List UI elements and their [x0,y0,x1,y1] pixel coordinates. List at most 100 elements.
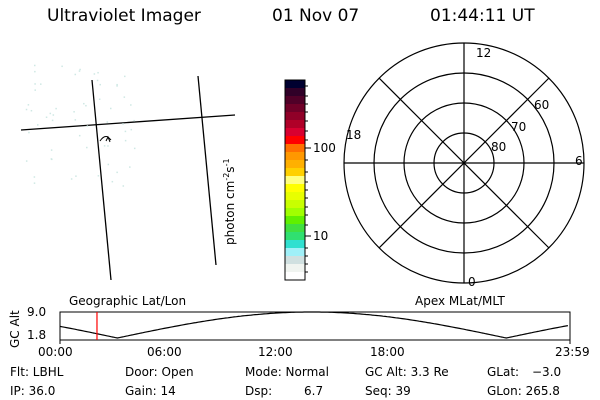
altitude-curve [59,311,569,339]
speckle [111,180,114,183]
colorbar-label-sup: -1 [222,158,231,167]
speckle [86,125,89,127]
speckle [99,83,101,86]
speckle [97,71,99,74]
speckle [70,178,73,180]
colorbar-band [285,264,305,273]
colorbar-tick-100: 100 [313,141,336,155]
geographic-label: Geographic Lat/Lon [69,294,187,308]
speckle [124,130,127,133]
speckle [133,147,136,150]
speckle [110,107,112,110]
glon-value: GLon: 265.8 [487,384,560,398]
speckle [25,108,28,111]
speckle [96,79,99,82]
colorbar-band [285,200,305,209]
speckle [129,166,131,168]
speckle [74,119,77,121]
colorbar-tick-10: 10 [313,229,329,243]
colorbar [285,80,305,281]
colorbar-band [285,120,305,129]
speckle [28,131,30,134]
lat-label-60: 60 [534,98,550,112]
mlt-label-12: 12 [476,46,492,60]
colorbar-band [285,144,305,153]
timeline-ylabel: GC Alt [8,310,22,348]
speckle [34,70,36,73]
colorbar-band [285,96,305,105]
colorbar-label-text: photon cm [223,180,237,245]
meridian-line [91,79,112,281]
speckle [50,149,53,151]
mlt-label-0: 0 [468,275,476,289]
seq-value: Seq: 39 [365,384,411,398]
speckle [130,104,132,106]
xtick: 18:00 [370,345,405,359]
apex-label: Apex MLat/MLT [415,294,505,308]
dsp-label: Dsp: [245,384,273,398]
speckle [124,75,126,78]
speckle [130,128,133,131]
speckle [78,70,81,72]
ytick-1.8: 1.8 [27,328,47,342]
colorbar-band [285,136,305,145]
glat-value: −3.0 [532,365,562,379]
colorbar-band [285,112,305,121]
ytick-9: 9.0 [27,305,47,319]
colorbar-band [285,104,305,113]
speckle [74,73,77,76]
colorbar-band [285,160,305,169]
gc-alt-value: GC Alt: 3.3 Re [365,365,449,379]
speckle [27,104,30,106]
speckle [55,107,57,110]
speckle [33,182,36,184]
colorbar-frame [284,79,306,281]
colorbar-band [285,240,305,249]
speckle [116,85,118,87]
speckle [97,175,100,177]
colorbar-label-sup: -2 [222,172,231,181]
speckle [122,123,124,125]
speckle [75,175,77,177]
speckle [79,68,81,71]
speckle [51,119,54,122]
geo-map [20,75,236,281]
colorbar-band [285,208,305,217]
speckle [133,119,135,122]
speckle [25,160,28,162]
speckle [61,65,63,68]
speckle [49,112,52,115]
colorbar-band [285,88,305,97]
colorbar-band [285,192,305,201]
speckle [83,102,85,105]
speckle [93,73,96,75]
ip-value: IP: 36.0 [10,384,56,398]
colorbar-label: photon cm-2s-1 [222,158,237,245]
speckle [30,109,33,112]
colorbar-band [285,248,305,257]
speckle [50,158,53,160]
xtick: 00:00 [38,345,73,359]
dsp-value: 6.7 [304,384,324,398]
speckle [123,96,126,98]
glat-label: GLat: [487,365,520,379]
colorbar-band [285,176,305,185]
colorbar-band [285,232,305,241]
lat-label-70: 70 [511,120,527,134]
colorbar-band [285,184,305,193]
colorbar-band [285,224,305,233]
speckle [98,98,101,101]
xtick: 12:00 [258,345,293,359]
speckle [107,163,110,166]
colorbar-band [285,80,305,89]
instrument-title: Ultraviolet Imager [47,6,201,26]
colorbar-band [285,128,305,137]
date-label: 01 Nov 07 [272,6,360,26]
polar-grid [343,42,585,284]
colorbar-label-mid: s [223,166,237,173]
xtick: 06:00 [147,345,182,359]
speckle [78,134,81,137]
mode-value: Mode: Normal [245,365,329,379]
speckle [106,121,109,123]
